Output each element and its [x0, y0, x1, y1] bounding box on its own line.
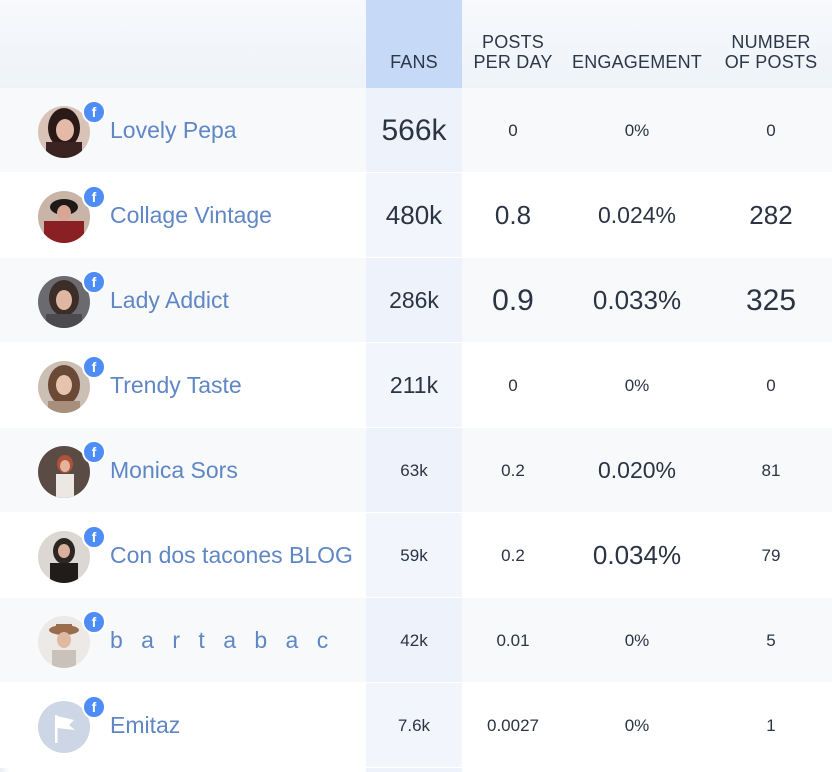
- facebook-icon: f: [82, 270, 106, 294]
- column-header-fans[interactable]: FANS: [366, 52, 462, 72]
- fans-value: 59k: [400, 546, 428, 565]
- fans-column-cell-bg: [366, 428, 462, 512]
- engagement-value: 0.020%: [597, 457, 676, 483]
- profile-avatar[interactable]: f: [38, 185, 106, 243]
- avatar: [38, 106, 90, 158]
- facebook-icon: f: [82, 185, 106, 209]
- number-of-posts-value: 5: [766, 631, 776, 650]
- table-row[interactable]: f Collage Vintage 480k 0.8 0.024% 282: [0, 173, 832, 258]
- engagement-value: 0%: [624, 716, 650, 735]
- posts-per-day-value: 0: [508, 121, 518, 140]
- fans-column-cell-bg: [366, 513, 462, 597]
- profile-avatar[interactable]: f: [38, 695, 106, 753]
- table-body: f Lovely Pepa 566k 0 0% 0 f Collage Vint…: [0, 88, 832, 768]
- posts-per-day-value: 0.01: [496, 631, 530, 650]
- profile-name-link[interactable]: b a r t a b a c: [110, 627, 335, 653]
- engagement-value: 0.034%: [592, 540, 682, 570]
- profile-avatar[interactable]: f: [38, 610, 106, 668]
- number-of-posts-value: 0: [766, 376, 776, 395]
- posts-per-day-value: 0: [508, 376, 518, 395]
- engagement-value: 0.033%: [592, 285, 682, 315]
- fans-value: 42k: [400, 631, 428, 650]
- column-header-label: ENGAGEMENT: [571, 52, 702, 72]
- engagement-value: 0%: [624, 631, 650, 650]
- table-row[interactable]: f Monica Sors 63k 0.2 0.020% 81: [0, 428, 832, 513]
- avatar: [38, 361, 90, 413]
- number-of-posts-value: 325: [745, 284, 797, 317]
- fans-value: 7.6k: [397, 716, 431, 735]
- facebook-icon: f: [82, 100, 106, 124]
- profile-avatar[interactable]: f: [38, 440, 106, 498]
- profile-name-link[interactable]: Con dos tacones BLOG: [110, 542, 353, 568]
- fans-column-cell-bg: [366, 88, 462, 172]
- profile-name-link[interactable]: Monica Sors: [110, 457, 238, 483]
- avatar: [38, 276, 90, 328]
- profile-avatar[interactable]: f: [38, 100, 106, 158]
- fans-column-cell-bg: [366, 343, 462, 427]
- number-of-posts-value: 0: [766, 121, 776, 140]
- table-row[interactable]: f Emitaz 7.6k 0.0027 0% 1: [0, 683, 832, 768]
- engagement-value: 0.024%: [597, 202, 676, 228]
- facebook-icon: f: [82, 525, 106, 549]
- table-row[interactable]: f Trendy Taste 211k 0 0% 0: [0, 343, 832, 428]
- engagement-value: 0%: [624, 121, 650, 140]
- column-header-label: OF POSTS: [724, 52, 818, 72]
- number-of-posts-value: 282: [749, 200, 793, 230]
- profile-avatar[interactable]: f: [38, 355, 106, 413]
- fans-column-cell-bg: [366, 598, 462, 682]
- number-of-posts-value: 79: [761, 546, 781, 565]
- profile-avatar[interactable]: f: [38, 525, 106, 583]
- avatar: [38, 616, 90, 668]
- table-row[interactable]: f b a r t a b a c 42k 0.01 0% 5: [0, 598, 832, 683]
- column-header-number-of-posts[interactable]: NUMBER OF POSTS: [710, 32, 832, 72]
- column-header-label: NUMBER: [731, 32, 811, 52]
- posts-per-day-value: 0.2: [501, 546, 525, 565]
- facebook-icon: f: [82, 695, 106, 719]
- profile-avatar[interactable]: f: [38, 270, 106, 328]
- profile-name-link[interactable]: Lovely Pepa: [110, 117, 237, 143]
- fans-column-cell-bg: [366, 173, 462, 257]
- table-header: FANS POSTS PER DAY ENGAGEMENT NUMBER OF …: [0, 0, 832, 88]
- facebook-icon: f: [82, 610, 106, 634]
- profile-name-link[interactable]: Trendy Taste: [110, 372, 242, 398]
- column-header-label: POSTS: [481, 32, 544, 52]
- fans-column-cell-bg: [366, 258, 462, 342]
- posts-per-day-value: 0.9: [492, 284, 534, 317]
- fans-value: 63k: [400, 461, 428, 480]
- fans-value: 211k: [389, 372, 439, 398]
- column-header-label: FANS: [390, 52, 438, 72]
- column-header-label: PER DAY: [473, 52, 553, 72]
- table-row[interactable]: f Lovely Pepa 566k 0 0% 0: [0, 88, 832, 173]
- avatar: [38, 446, 90, 498]
- column-header-posts-per-day[interactable]: POSTS PER DAY: [462, 32, 564, 72]
- number-of-posts-value: 1: [766, 716, 776, 735]
- facebook-icon: f: [82, 440, 106, 464]
- column-header-engagement[interactable]: ENGAGEMENT: [564, 52, 710, 72]
- avatar: [38, 531, 90, 583]
- posts-per-day-value: 0.2: [501, 461, 525, 480]
- table-row[interactable]: f Con dos tacones BLOG 59k 0.2 0.034% 79: [0, 513, 832, 598]
- posts-per-day-value: 0.0027: [487, 716, 539, 735]
- posts-per-day-value: 0.8: [494, 200, 532, 230]
- profile-name-link[interactable]: Collage Vintage: [110, 202, 272, 228]
- facebook-icon: f: [82, 355, 106, 379]
- fans-value: 286k: [389, 287, 439, 313]
- engagement-value: 0%: [624, 376, 650, 395]
- fans-column-header-bg: [366, 0, 462, 88]
- profile-name-link[interactable]: Lady Addict: [110, 287, 229, 313]
- profile-name-link[interactable]: Emitaz: [110, 712, 181, 738]
- fans-value: 480k: [385, 200, 443, 230]
- number-of-posts-value: 81: [761, 461, 781, 480]
- table-row[interactable]: f Lady Addict 286k 0.9 0.033% 325: [0, 258, 832, 343]
- fans-value: 566k: [381, 114, 447, 147]
- avatar: [38, 701, 90, 753]
- avatar: [38, 191, 90, 243]
- fans-column-cell-bg: [366, 683, 462, 767]
